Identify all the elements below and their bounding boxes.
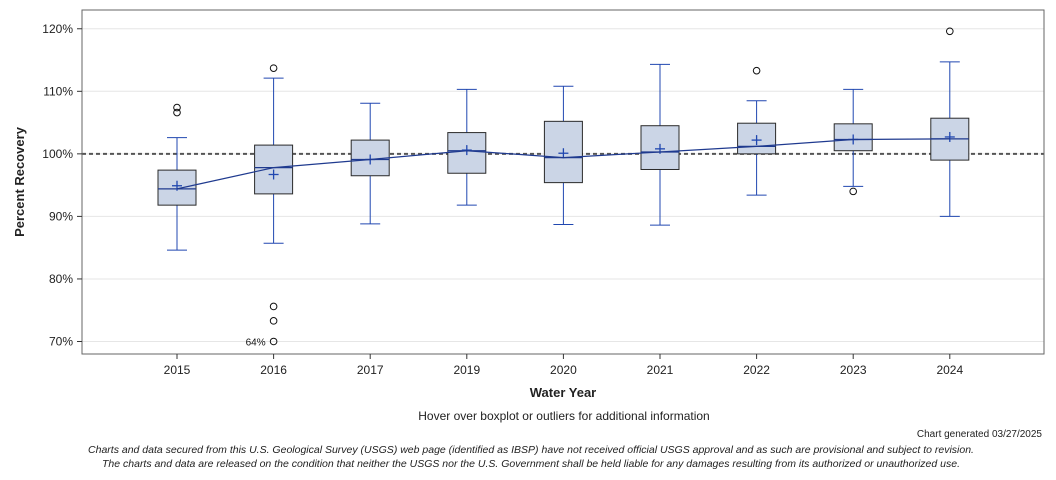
boxplot-chart: 70% 80% 90% 100% 110% 120% 2015 2016 2017 2019 202…: [12, 9, 1045, 400]
boxes: [157, 27, 970, 346]
box-2015: [157, 103, 197, 251]
median-connect-line: [176, 138, 950, 190]
outlier-annotation: 64%: [246, 337, 266, 348]
x-tick-label: 2016: [260, 363, 287, 377]
disclaimer-line-1: Charts and data secured from this U.S. G…: [88, 444, 974, 456]
y-tick-label: 100%: [42, 147, 73, 161]
x-tick-label: 2020: [550, 363, 577, 377]
outlier-point: [849, 187, 858, 196]
box-iqr: [447, 132, 487, 174]
outlier-point: [173, 108, 181, 117]
box-2024: [930, 27, 970, 217]
x-tick-label: 2017: [357, 363, 384, 377]
box-2020: [543, 85, 583, 226]
outlier-point: [269, 64, 278, 72]
disclaimer: Charts and data secured from this U.S. G…: [0, 444, 1056, 471]
x-tick-label: 2023: [840, 363, 867, 377]
box-2016: [254, 64, 294, 346]
box-2022: [737, 66, 777, 196]
x-tick-label: 2021: [647, 363, 674, 377]
x-tick-label: 2024: [936, 363, 963, 377]
outlier-point: [269, 317, 278, 325]
axes: 70% 80% 90% 100% 110% 120% 2015 2016 2017 2019 202…: [42, 22, 963, 377]
hover-note: Hover over boxplot or outliers for addit…: [418, 409, 710, 423]
disclaimer-line-2: The charts and data are released on the …: [102, 457, 960, 470]
x-axis-label: Water Year: [530, 385, 597, 400]
outlier-point: [269, 337, 278, 346]
outlier-point: [752, 66, 761, 75]
y-tick-label: 110%: [43, 84, 73, 98]
box-iqr: [254, 144, 294, 195]
y-tick-label: 80%: [49, 272, 73, 286]
y-tick-label: 70%: [49, 334, 73, 348]
chart-generated-date: Chart generated 03/27/2025: [916, 429, 1042, 440]
box-iqr: [833, 123, 873, 152]
y-tick-label: 90%: [49, 209, 73, 223]
outlier-point: [269, 302, 278, 311]
y-tick-label: 120%: [42, 22, 73, 36]
box-2023: [833, 88, 873, 196]
box-2017: [350, 102, 390, 225]
outlier-point: [946, 27, 954, 36]
box-2021: [640, 63, 680, 226]
x-tick-label: 2015: [164, 363, 191, 377]
box-2019: [447, 88, 487, 206]
outlier-point: [173, 103, 181, 112]
y-axis-label: Percent Recovery: [12, 126, 27, 237]
x-tick-label: 2019: [453, 363, 480, 377]
x-tick-label: 2022: [743, 363, 770, 377]
